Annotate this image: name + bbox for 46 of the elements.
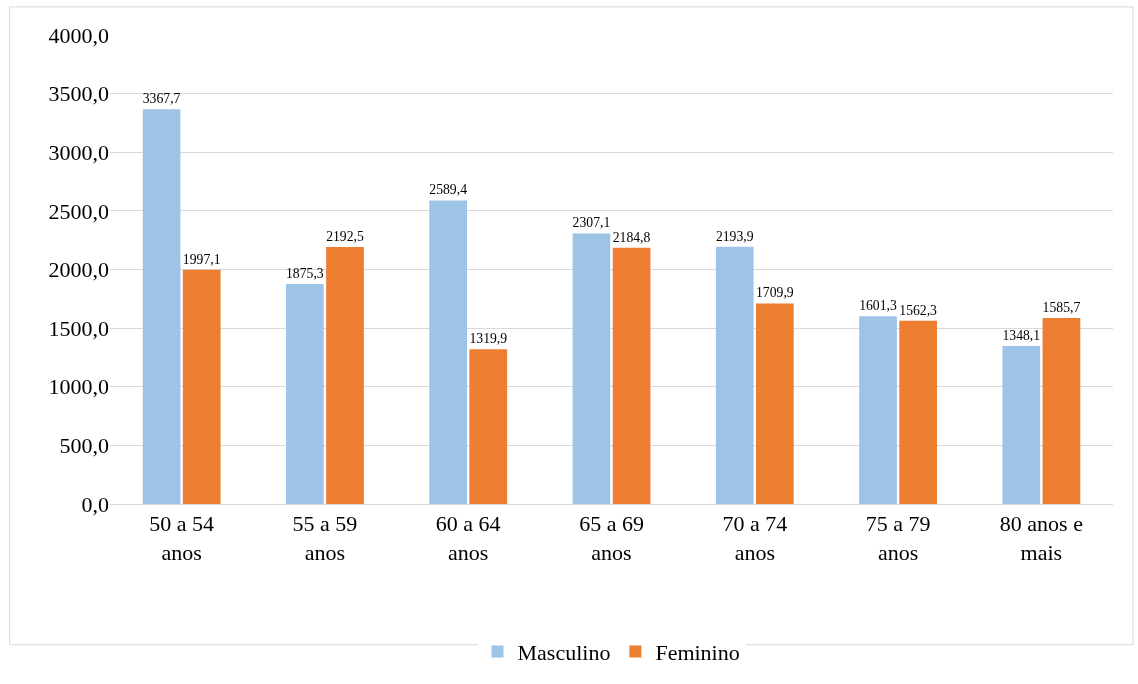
x-tick-label: 75 a 79 anos (865, 511, 931, 565)
bar (142, 109, 181, 504)
data-label: 1348,1 (1002, 327, 1041, 343)
x-tick-label: 55 a 59 anos (292, 511, 358, 565)
y-tick-label: 1500,0 (48, 315, 109, 341)
data-label: 3367,7 (142, 91, 181, 107)
bar (612, 247, 651, 504)
bar (755, 303, 794, 504)
data-label: 1585,7 (1042, 299, 1081, 315)
data-label: 1875,3 (286, 266, 324, 281)
x-tick-label: 50 a 54 anos (149, 511, 215, 565)
data-label: 2589,4 (429, 182, 468, 198)
data-label: 2192,5 (326, 228, 364, 244)
legend-label: Masculino (517, 640, 611, 666)
y-tick-label: 3000,0 (48, 139, 109, 165)
data-label: 1319,9 (469, 331, 508, 347)
bar (1042, 318, 1081, 504)
data-label: 2184,8 (612, 229, 651, 245)
bar (286, 284, 324, 504)
data-label: 2193,9 (715, 228, 754, 244)
data-label: 2307,1 (572, 215, 611, 231)
bar (859, 316, 897, 504)
y-tick-label: 4000,0 (48, 22, 109, 48)
data-label: 1997,1 (182, 251, 221, 267)
y-tick-label: 2000,0 (48, 257, 109, 283)
x-tick-label: 65 a 69 anos (579, 511, 644, 565)
x-tick-label: 60 a 64 anos (435, 511, 501, 565)
y-tick-label: 3500,0 (48, 81, 109, 107)
bar (182, 269, 221, 504)
bar (1002, 345, 1041, 504)
data-label: 1601,3 (859, 298, 897, 314)
bar (326, 246, 364, 504)
bar (715, 246, 754, 504)
data-label: 1562,3 (899, 302, 938, 318)
x-tick-label: 70 a 74 anos (722, 511, 788, 565)
bar (572, 233, 611, 504)
legend-label: Feminino (655, 640, 740, 666)
y-tick-label: 2500,0 (48, 198, 109, 224)
bar (899, 320, 937, 504)
y-tick-label: 0,0 (81, 491, 109, 517)
y-tick-label: 500,0 (59, 433, 109, 459)
x-tick-label: 80 anos e mais (999, 511, 1083, 565)
bar (429, 200, 468, 504)
y-tick-label: 1000,0 (48, 374, 109, 400)
bar (469, 349, 508, 504)
data-label: 1709,9 (756, 285, 794, 301)
